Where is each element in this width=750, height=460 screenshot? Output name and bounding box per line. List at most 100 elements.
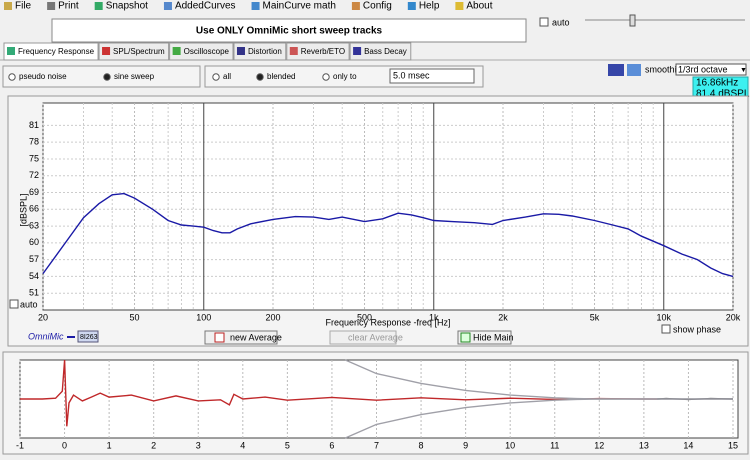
- menu-icon: [351, 2, 360, 10]
- smoothing-value: 1/3rd octave: [678, 64, 728, 74]
- menu-icon: [163, 2, 172, 10]
- x-tick-label: 2k: [498, 312, 508, 322]
- tab-label: Reverb/ETO: [301, 47, 345, 56]
- radio-label: pseudo noise: [19, 72, 67, 81]
- menu-icon: [4, 2, 12, 10]
- y-tick-label: 63: [29, 220, 39, 230]
- menu-item[interactable]: Help: [419, 1, 440, 12]
- radio-label: blended: [267, 72, 295, 81]
- x-tick-label: 9: [463, 440, 468, 450]
- tab-label: Distortion: [248, 47, 282, 56]
- x-tick-label: 500: [357, 312, 372, 322]
- tab[interactable]: [349, 42, 412, 61]
- tab[interactable]: [286, 42, 350, 61]
- x-tick-label: 13: [639, 440, 649, 450]
- x-tick-label: 6: [329, 440, 334, 450]
- button-icon: [460, 332, 471, 343]
- menu-icon: [94, 2, 103, 10]
- tab[interactable]: [169, 42, 234, 61]
- y-tick-label: 75: [29, 153, 39, 163]
- menu-item[interactable]: AddedCurves: [175, 1, 236, 12]
- x-tick-label: 2: [151, 440, 156, 450]
- menu-item[interactable]: File: [15, 1, 32, 12]
- y-tick-label: 66: [29, 204, 39, 214]
- tab[interactable]: [233, 42, 287, 61]
- time-input[interactable]: [389, 68, 475, 84]
- tab-icon: [7, 47, 15, 55]
- menu-icon: [455, 2, 464, 10]
- menu-item[interactable]: Print: [58, 1, 79, 12]
- x-tick-label: 20: [38, 312, 48, 322]
- button-icon: [214, 332, 225, 343]
- banner-box: [51, 18, 527, 43]
- show-phase-label: show phase: [673, 324, 721, 334]
- x-tick-label: 5: [285, 440, 290, 450]
- auto-label: auto: [552, 17, 570, 27]
- tab-icon: [102, 47, 111, 55]
- tab-label: Oscilloscope: [184, 47, 230, 56]
- y-tick-label: 54: [29, 271, 39, 281]
- x-tick-label: 100: [196, 312, 211, 322]
- checkbox[interactable]: [9, 299, 19, 309]
- radio-label: only to: [333, 72, 357, 81]
- radio-label: all: [223, 72, 231, 81]
- plot-area: [42, 102, 734, 311]
- smoothing-label: smoothing: [645, 64, 687, 74]
- signal-box: [2, 65, 201, 88]
- tab[interactable]: [3, 42, 99, 61]
- menu-item[interactable]: Snapshot: [106, 1, 148, 12]
- smoothing-select[interactable]: [675, 63, 747, 76]
- slider-thumb[interactable]: [629, 14, 636, 27]
- y-tick-label: 69: [29, 187, 39, 197]
- x-tick-label: 10k: [657, 312, 672, 322]
- radio[interactable]: [8, 73, 16, 81]
- x-tick-label: 14: [683, 440, 693, 450]
- menu-icon: [47, 2, 56, 10]
- readout-freq: 16.86kHz: [696, 78, 738, 89]
- menu-item[interactable]: Config: [363, 1, 392, 12]
- checkbox[interactable]: [539, 17, 549, 27]
- y-tick-label: 81: [29, 120, 39, 130]
- time-value: 5.0 msec: [393, 70, 430, 80]
- menu-item[interactable]: MainCurve math: [263, 1, 336, 12]
- radio[interactable]: [103, 73, 111, 81]
- radio[interactable]: [212, 73, 220, 81]
- button-label: Hide Main: [473, 332, 514, 342]
- x-tick-label: 1: [107, 440, 112, 450]
- x-tick-label: 11: [550, 440, 559, 450]
- x-tick-label: 8: [419, 440, 424, 450]
- x-tick-label: 7: [374, 440, 379, 450]
- dropdown-arrow: ▼: [740, 67, 747, 74]
- menu-icon: [407, 2, 416, 10]
- menu-icon: [251, 2, 260, 10]
- x-tick-label: 15: [728, 440, 738, 450]
- x-tick-label: 200: [265, 312, 280, 322]
- menu-item[interactable]: About: [466, 1, 492, 12]
- button-label: new Average: [230, 332, 282, 342]
- x-tick-label: 0: [62, 440, 67, 450]
- radio[interactable]: [322, 73, 330, 81]
- icon[interactable]: [627, 64, 641, 76]
- x-tick-label: 5k: [590, 312, 600, 322]
- x-tick-label: 3: [196, 440, 201, 450]
- tab[interactable]: [98, 42, 170, 61]
- radio[interactable]: [256, 73, 264, 81]
- readout-spl: 81.4 dBSPL: [696, 89, 750, 100]
- tab-label: SPL/Spectrum: [113, 47, 165, 56]
- banner: Use ONLY OmniMic short sweep tracks: [196, 26, 383, 37]
- x-tick-label: -1: [16, 440, 24, 450]
- clear-average-button[interactable]: [329, 330, 397, 345]
- tab-icon: [236, 47, 245, 55]
- curve: [42, 192, 734, 278]
- checkbox[interactable]: [661, 324, 671, 334]
- legend-label[interactable]: OmniMic: [28, 331, 64, 341]
- x-tick-label: 50: [130, 312, 140, 322]
- y-tick-label: 72: [29, 170, 39, 180]
- x-tick-label: 10: [505, 440, 515, 450]
- y-tick-label: 51: [29, 288, 39, 298]
- hide-main-button[interactable]: [457, 330, 512, 345]
- y-axis-label: [dBSPL]: [18, 193, 28, 226]
- icon[interactable]: [608, 64, 624, 76]
